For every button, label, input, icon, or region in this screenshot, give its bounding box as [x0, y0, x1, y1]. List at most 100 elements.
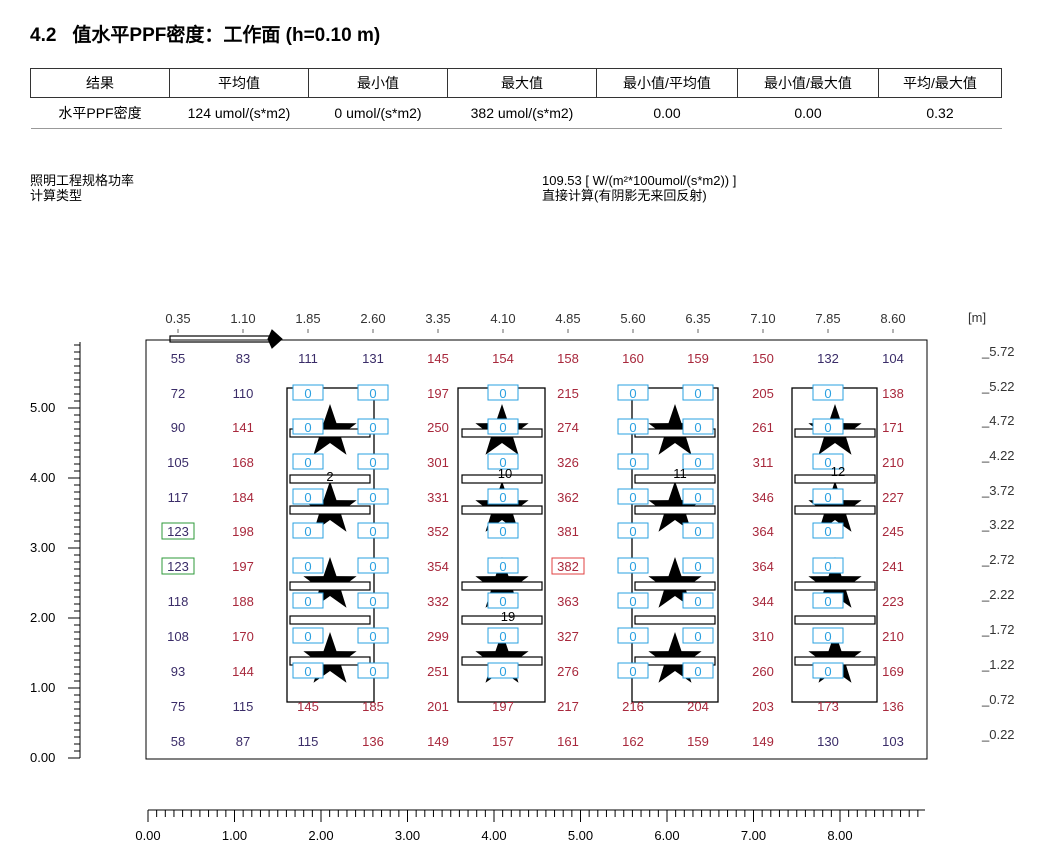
plot-frame	[145, 339, 928, 760]
left-tick-label: 5.00	[30, 400, 55, 415]
right-tick-label: _0.22	[981, 727, 1015, 742]
grid-value: 362	[557, 490, 579, 505]
grid-value: 0	[824, 524, 831, 539]
info-values: 109.53 [ W/(m²*100umol/(s*m2)) ] 直接计算(有阴…	[542, 173, 736, 203]
cell-min-max: 0.00	[737, 97, 879, 129]
grid-value: 0	[369, 559, 376, 574]
grid-value: 136	[362, 734, 384, 749]
luminaire-row-1	[286, 387, 375, 703]
zero-box	[617, 627, 649, 644]
grid-value: 115	[298, 734, 319, 749]
grid-value: 132	[817, 351, 839, 366]
top-tick-label: 0.35	[165, 311, 190, 326]
luminaire-bar-0-3	[289, 656, 371, 666]
grid-value: 0	[499, 490, 506, 505]
grid-value: 260	[752, 664, 774, 679]
grid-value: 201	[427, 699, 449, 714]
grid-value: 0	[499, 455, 506, 470]
grid-value: 104	[882, 351, 904, 366]
grid-value: 0	[304, 420, 311, 435]
grid-value: 0	[629, 524, 636, 539]
zero-box	[487, 592, 519, 609]
zero-box	[357, 418, 389, 435]
grid-value: 210	[882, 455, 904, 470]
grid-value: 0	[304, 664, 311, 679]
cell-min: 0 umol/(s*m2)	[308, 97, 448, 129]
luminaire-bar-0-2	[289, 581, 371, 591]
zero-box	[682, 453, 714, 470]
right-tick-label: _5.22	[981, 379, 1015, 394]
cell-min-avg: 0.00	[596, 97, 738, 129]
zero-box	[357, 662, 389, 679]
bottom-tick-label: 5.00	[568, 828, 593, 843]
zero-box	[812, 384, 844, 401]
luminaire-row-3	[631, 387, 719, 703]
zero-box	[617, 557, 649, 574]
top-luminaire-symbol	[169, 329, 283, 349]
grid-value: 327	[557, 629, 579, 644]
grid-value: 346	[752, 490, 774, 505]
zero-box	[682, 557, 714, 574]
right-tick-label: _4.22	[981, 448, 1015, 463]
grid-value: 0	[694, 559, 701, 574]
grid-value: 0	[694, 455, 701, 470]
grid-value: 0	[369, 386, 376, 401]
luminaire-bar-label-0	[289, 474, 371, 484]
bottom-tick-label: 2.00	[308, 828, 333, 843]
info-label-calc-type: 计算类型	[30, 188, 83, 203]
grid-value: 0	[369, 455, 376, 470]
grid-value: 301	[427, 455, 449, 470]
results-data-row: 水平PPF密度 124 umol/(s*m2) 0 umol/(s*m2) 38…	[30, 97, 1002, 129]
grid-value: 0	[694, 420, 701, 435]
luminaire-bar-2-2	[634, 581, 716, 591]
header-average: 平均值	[169, 68, 309, 98]
bottom-tick-label: 3.00	[395, 828, 420, 843]
grid-value: 0	[824, 420, 831, 435]
grid-value: 118	[168, 594, 189, 609]
zero-box	[292, 557, 324, 574]
top-axis: 0.35 1.10 1.85 2.60 3.35 4.10 4.85 5.60 6.35 7.10…	[165, 311, 906, 333]
grid-value: 115	[233, 699, 254, 714]
grid-value: 245	[882, 524, 904, 539]
grid-value: 250	[427, 420, 449, 435]
grid-value: 203	[752, 699, 774, 714]
grid-value: 72	[171, 386, 185, 401]
zero-box	[357, 592, 389, 609]
extreme-box	[551, 557, 585, 575]
right-tick-label: _2.72	[981, 552, 1015, 567]
grid-value: 215	[557, 386, 579, 401]
grid-value: 0	[499, 629, 506, 644]
grid-value: 381	[557, 524, 579, 539]
luminaire-bar-label-3	[794, 474, 876, 484]
bottom-tick-label: 8.00	[827, 828, 852, 843]
grid-value: 0	[304, 455, 311, 470]
grid-value: 0	[304, 594, 311, 609]
grid-value: 364	[752, 524, 774, 539]
grid-value: 276	[557, 664, 579, 679]
luminaire-bar-label-6	[634, 615, 716, 625]
grid-value: 0	[629, 386, 636, 401]
grid-value: 251	[427, 664, 449, 679]
zero-box	[682, 662, 714, 679]
grid-value: 131	[362, 351, 384, 366]
grid-value: 171	[882, 420, 904, 435]
grid-value: 0	[369, 629, 376, 644]
grid-value: 149	[752, 734, 774, 749]
luminaire-label: 2	[326, 469, 333, 484]
top-tick-label: 6.35	[685, 311, 710, 326]
zero-box	[487, 418, 519, 435]
grid-value: 332	[427, 594, 449, 609]
grid-value: 136	[882, 699, 904, 714]
grid-value: 354	[427, 559, 449, 574]
zero-box	[487, 627, 519, 644]
grid-value: 0	[824, 594, 831, 609]
grid-value: 0	[694, 594, 701, 609]
luminaire-bar-3-2	[794, 581, 876, 591]
grid-value: 197	[427, 386, 449, 401]
zero-box	[357, 557, 389, 574]
grid-value: 0	[499, 559, 506, 574]
grid-value: 261	[752, 420, 774, 435]
grid-value: 0	[629, 559, 636, 574]
grid-value: 0	[499, 386, 506, 401]
